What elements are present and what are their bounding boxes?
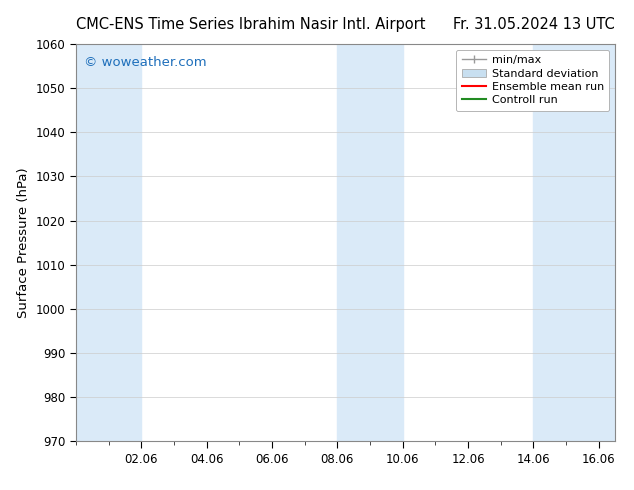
Y-axis label: Surface Pressure (hPa): Surface Pressure (hPa) — [17, 167, 30, 318]
Text: © woweather.com: © woweather.com — [84, 56, 207, 69]
Bar — [533, 44, 615, 441]
Bar — [76, 44, 141, 441]
Text: Fr. 31.05.2024 13 UTC: Fr. 31.05.2024 13 UTC — [453, 17, 615, 32]
Bar — [337, 44, 403, 441]
Text: CMC-ENS Time Series Ibrahim Nasir Intl. Airport: CMC-ENS Time Series Ibrahim Nasir Intl. … — [76, 17, 425, 32]
Legend: min/max, Standard deviation, Ensemble mean run, Controll run: min/max, Standard deviation, Ensemble me… — [456, 49, 609, 111]
